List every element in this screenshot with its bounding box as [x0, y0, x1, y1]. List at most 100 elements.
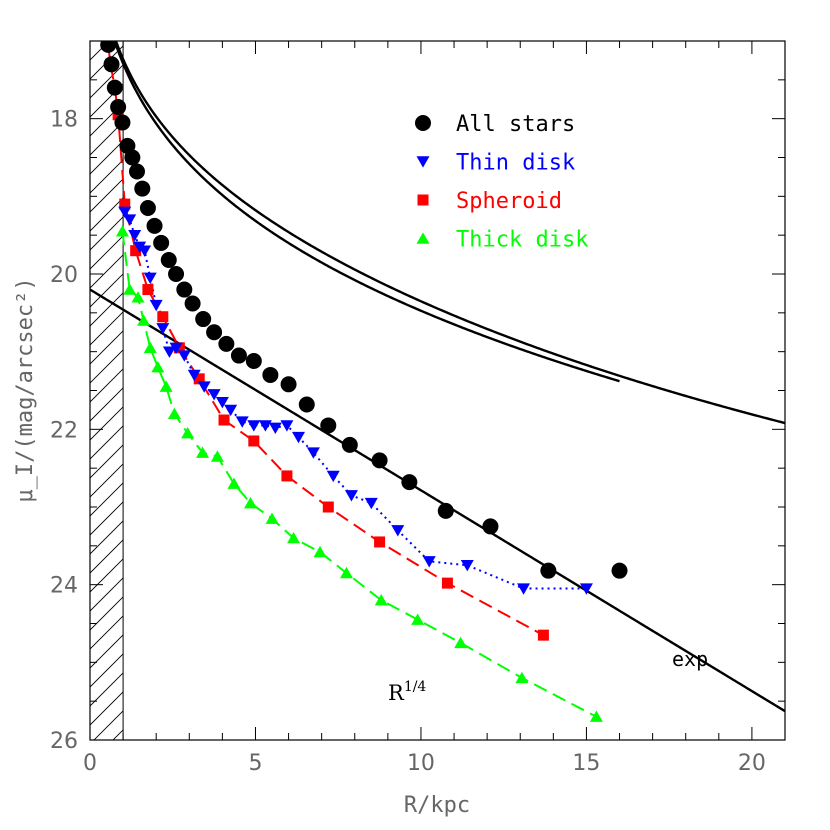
data-point-all-stars — [176, 281, 193, 298]
series-points — [100, 41, 628, 722]
hatch-line — [90, 444, 124, 479]
legend-marker-all-stars — [415, 115, 431, 131]
legend: All stars Thin disk Spheroid Thick disk — [415, 112, 588, 253]
hatch-line — [90, 254, 124, 289]
data-point-spheroid — [193, 373, 205, 385]
data-point-all-stars — [280, 376, 297, 393]
data-point-thick-disk — [411, 613, 425, 625]
data-point-thick-disk — [287, 531, 301, 544]
data-point-thin-disk — [123, 214, 137, 226]
data-point-all-stars — [341, 436, 358, 453]
hatch-line — [90, 615, 124, 650]
data-point-thin-disk — [187, 369, 201, 382]
hatch-line — [90, 539, 124, 574]
series-line-spheroid — [107, 44, 544, 637]
data-point-all-stars — [195, 311, 212, 328]
legend-label-spheroid: Spheroid — [456, 189, 562, 214]
data-point-thick-disk — [196, 446, 210, 458]
hatch-line — [93, 710, 124, 740]
x-axis-label: R/kpc — [404, 793, 470, 818]
hatch-line — [90, 216, 124, 251]
data-point-all-stars — [437, 502, 454, 519]
data-point-thick-disk — [227, 477, 241, 489]
data-point-spheroid — [441, 577, 453, 589]
data-point-thin-disk — [128, 229, 142, 242]
data-point-spheroid — [374, 536, 386, 548]
x-tick-label: 5 — [248, 751, 262, 776]
data-point-thick-disk — [115, 225, 129, 237]
hatch-line — [90, 159, 124, 194]
data-point-spheroid — [281, 470, 293, 482]
data-point-thin-disk — [215, 396, 229, 409]
y-tick-label: 18 — [50, 108, 78, 133]
data-point-all-stars — [298, 396, 315, 413]
excluded-region-hatch — [90, 41, 130, 820]
data-point-thin-disk — [235, 416, 249, 428]
data-point-spheroid — [130, 245, 142, 257]
data-point-thick-disk — [167, 407, 181, 419]
data-point-thick-disk — [265, 512, 279, 524]
plot-frame — [89, 40, 786, 741]
data-point-thick-disk — [515, 671, 529, 684]
hatch-line — [90, 634, 124, 669]
data-point-all-stars — [124, 149, 141, 166]
hatch-line — [90, 235, 124, 270]
legend-label-thick-disk: Thick disk — [456, 228, 588, 253]
data-point-spheroid — [218, 414, 230, 426]
data-point-all-stars — [245, 352, 262, 369]
data-point-thin-disk — [460, 560, 474, 572]
hatch-line — [90, 780, 130, 820]
data-point-spheroid — [119, 198, 131, 210]
data-point-spheroid — [322, 501, 334, 513]
data-point-thin-disk — [280, 420, 294, 432]
y-axis-label: μ_I/(mag/arcsec²) — [13, 277, 38, 502]
curve-label-exp: exp — [672, 647, 708, 671]
data-point-thick-disk — [454, 636, 468, 649]
data-point-all-stars — [611, 562, 628, 579]
data-point-all-stars — [134, 180, 151, 197]
data-point-all-stars — [540, 562, 557, 579]
data-point-thin-disk — [326, 470, 340, 483]
curve-r14 — [113, 41, 620, 383]
hatch-line — [90, 406, 124, 441]
curve-label-r14: R1/4 — [388, 679, 426, 705]
data-point-thick-disk — [589, 710, 603, 722]
hatch-line — [90, 178, 124, 213]
data-point-thin-disk — [177, 350, 191, 362]
series-line-thick-disk — [121, 231, 597, 718]
data-point-thin-disk — [156, 323, 170, 335]
data-point-spheroid — [248, 435, 260, 447]
hatch-line — [90, 311, 124, 346]
data-point-all-stars — [100, 41, 117, 53]
hatch-line — [90, 83, 124, 118]
hatch-line — [90, 64, 124, 99]
data-point-thin-disk — [143, 272, 157, 285]
data-point-thick-disk — [181, 427, 195, 439]
hatch-line — [90, 140, 124, 175]
data-point-spheroid — [157, 311, 169, 323]
data-point-thin-disk — [197, 381, 211, 393]
hatch-line — [90, 368, 124, 403]
data-point-thin-disk — [268, 422, 282, 434]
data-point-all-stars — [110, 99, 127, 116]
data-point-spheroid — [142, 284, 154, 296]
hatch-line — [90, 349, 124, 384]
data-point-thick-disk — [339, 566, 353, 579]
data-point-all-stars — [160, 252, 177, 269]
x-tick-label: 10 — [407, 751, 435, 776]
hatch-line — [90, 41, 91, 42]
hatch-line — [90, 273, 124, 308]
data-point-thick-disk — [159, 380, 173, 392]
data-point-spheroid — [537, 629, 549, 641]
data-point-all-stars — [482, 518, 499, 535]
data-point-thin-disk — [422, 556, 436, 568]
data-point-all-stars — [168, 266, 185, 282]
data-point-thin-disk — [517, 583, 531, 595]
data-point-thin-disk — [258, 420, 272, 432]
hatch-line — [90, 463, 124, 498]
data-point-thin-disk — [391, 525, 405, 537]
data-point-all-stars — [153, 234, 170, 251]
data-point-thin-disk — [138, 245, 152, 257]
hatch-line — [90, 558, 124, 593]
